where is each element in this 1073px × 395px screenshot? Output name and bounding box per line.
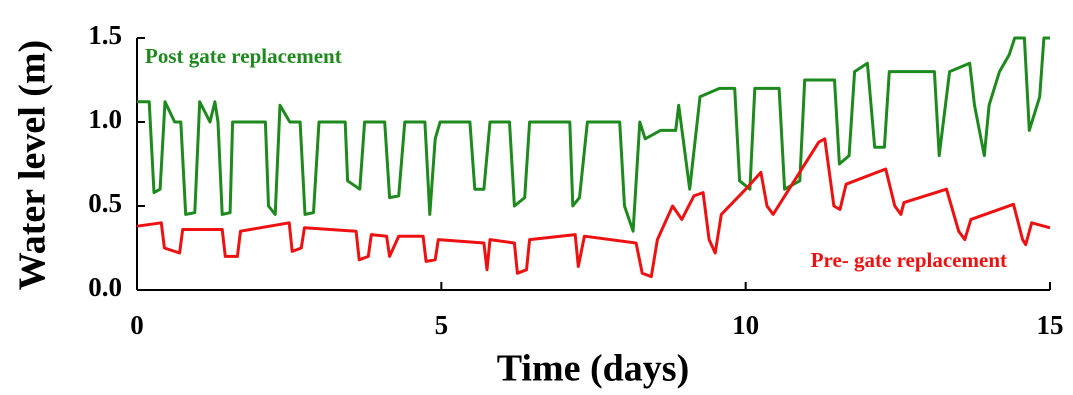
x-tick-label: 5 <box>435 310 449 340</box>
series-label: Post gate replacement <box>145 44 342 68</box>
x-tick-label: 0 <box>130 310 144 340</box>
x-tick-label: 15 <box>1037 310 1064 340</box>
y-tick-label: 1.0 <box>88 104 122 134</box>
x-axis-label: Time (days) <box>497 348 689 390</box>
y-axis-label: Water level (m) <box>12 40 54 290</box>
series-line <box>136 137 1051 279</box>
y-tick-label: 0.0 <box>88 272 122 302</box>
series-label: Pre- gate replacement <box>811 248 1007 272</box>
y-tick-label: 1.5 <box>88 20 122 50</box>
y-tick-label: 0.5 <box>88 188 122 218</box>
series-line <box>137 36 1050 233</box>
x-tick-label: 10 <box>732 310 759 340</box>
